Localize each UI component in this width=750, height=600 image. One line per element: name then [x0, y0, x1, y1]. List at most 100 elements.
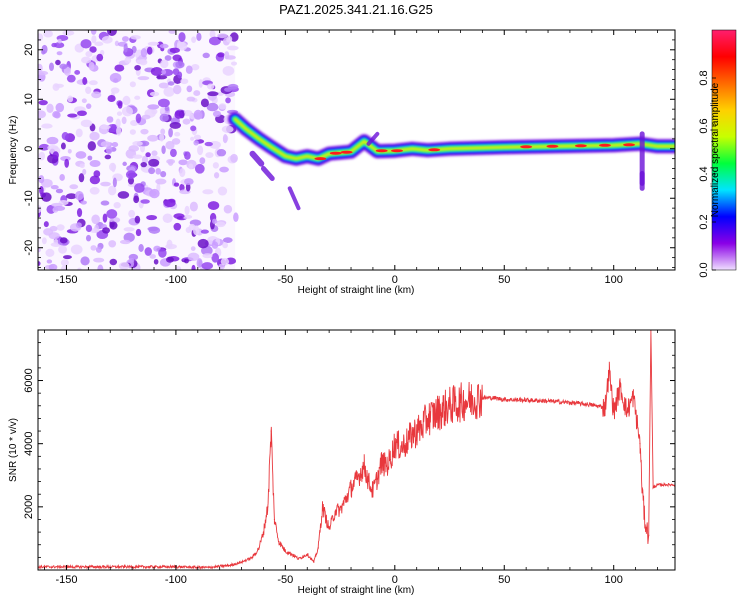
- spectrogram-noise-blob: [43, 221, 49, 228]
- spectrogram-noise-blob: [148, 158, 160, 167]
- snr-data-point: [350, 487, 352, 489]
- snr-data-point: [258, 547, 260, 549]
- spectrogram-y-tick-label: 10: [23, 93, 35, 105]
- spectrogram-noise-blob: [230, 61, 238, 66]
- snr-data-point: [656, 484, 659, 486]
- spectrogram-ridge-peak: [598, 143, 611, 147]
- spectrogram-noise-blob: [128, 145, 140, 152]
- spectrogram-ridge-peak: [428, 148, 441, 152]
- spectrogram-noise-blob: [121, 116, 127, 125]
- spectrogram-noise-blob: [173, 84, 182, 95]
- spectrogram-noise-blob: [150, 67, 163, 76]
- spectrogram-noise-blob: [222, 237, 233, 244]
- spectrogram-noise-blob: [186, 85, 193, 93]
- spectrogram-noise-blob: [50, 185, 59, 190]
- spectrogram-noise-blob: [147, 104, 160, 110]
- snr-data-point: [356, 477, 359, 480]
- spectrogram-noise-blob: [167, 81, 175, 86]
- spectrogram-noise-blob: [233, 212, 239, 223]
- snr-data-point: [448, 405, 451, 407]
- spectrogram-noise-blob: [121, 36, 129, 42]
- spectrogram-noise-blob: [155, 178, 167, 185]
- spectrogram-noise-blob: [107, 30, 117, 36]
- spectrogram-noise-blob: [89, 175, 101, 185]
- spectrogram-noise-blob: [209, 30, 216, 38]
- spectrogram-noise-blob: [63, 66, 71, 76]
- spectrogram-noise-blob: [184, 178, 194, 186]
- spectrogram-noise-blob: [38, 33, 44, 42]
- spectrogram-noise-blob: [109, 162, 117, 172]
- spectrogram-y-tick-label: 0: [23, 146, 35, 152]
- spectrogram-noise-blob: [146, 46, 153, 55]
- spectrogram-noise-blob: [81, 56, 92, 64]
- spectrogram-noise-blob: [147, 226, 159, 232]
- spectrogram-noise-blob: [221, 125, 234, 133]
- spectrogram-noise-blob: [174, 131, 181, 137]
- snr-series-line: [38, 330, 675, 570]
- spectrogram-ridge-peak: [574, 144, 587, 148]
- spectrogram-noise-blob: [80, 200, 87, 205]
- spectrogram-noise-blob: [38, 151, 46, 161]
- snr-data-point: [437, 411, 440, 413]
- spectrogram-noise-blob: [119, 239, 131, 245]
- spectrogram-noise-blob: [212, 162, 219, 169]
- snr-x-axis: -150 -100 -50 0 50 100: [44, 330, 658, 586]
- spectrogram-noise-blob: [57, 38, 62, 44]
- spectrogram-noise-blob: [41, 123, 53, 129]
- snr-data-point: [400, 446, 402, 448]
- snr-data-point: [459, 402, 462, 404]
- snr-data-point: [317, 547, 319, 549]
- spectrogram-noise-blob: [191, 64, 200, 71]
- spectrogram-noise-blob: [89, 131, 100, 141]
- spectrogram-noise-blob: [61, 265, 68, 270]
- spectrogram-noise-blob: [107, 185, 117, 196]
- spectrogram-noise-blob: [67, 113, 78, 118]
- spectrogram-noise-blob: [82, 77, 88, 85]
- spectrogram-noise-blob: [163, 199, 176, 208]
- snr-data-point: [313, 561, 315, 563]
- spectrogram-noise-blob: [158, 82, 169, 89]
- spectrogram-x-tick-label: 50: [498, 274, 510, 286]
- spectrogram-noise-blob: [189, 201, 198, 212]
- spectrogram-noise-blob: [216, 149, 227, 157]
- spectrogram-noise-blob: [90, 30, 97, 35]
- spectrogram-y-tick-label: -20: [23, 240, 35, 256]
- spectrogram-noise-blob: [205, 152, 214, 158]
- spectrogram-noise-blob: [55, 59, 61, 66]
- snr-data-point: [389, 458, 392, 461]
- spectrogram-noise-blob: [174, 110, 183, 119]
- spectrogram-noise-blob: [107, 95, 116, 103]
- spectrogram-noise-blob: [206, 102, 219, 112]
- spectrogram-y-tick-label: 20: [23, 44, 35, 56]
- spectrogram-y-axis-label: Frequency (Hz): [8, 116, 19, 185]
- spectrogram-noise-blob: [49, 225, 58, 232]
- spectrogram-noise-blob: [220, 257, 230, 266]
- snr-x-tick-label: 0: [392, 574, 398, 586]
- snr-y-tick-label: 4000: [23, 431, 35, 455]
- spectrogram-noise-blob: [95, 246, 102, 253]
- spectrogram-noise-blob: [100, 181, 111, 187]
- spectrogram-noise-blob: [169, 148, 177, 158]
- snr-data-point: [367, 480, 370, 483]
- spectrogram-noise-blob: [163, 86, 175, 97]
- spectrogram-noise-blob: [125, 170, 137, 179]
- colorbar-tick-label: 0.8: [698, 70, 710, 85]
- spectrogram-noise-blob: [75, 222, 82, 229]
- spectrogram-noise-blob: [85, 234, 92, 242]
- spectrogram-noise-blob: [182, 214, 193, 219]
- spectrogram-noise-blob: [100, 124, 111, 130]
- spectrogram-noise-blob: [186, 96, 196, 102]
- spectrogram-noise-blob: [139, 59, 148, 66]
- spectrogram-noise-blob: [193, 134, 202, 140]
- snr-data-point: [230, 564, 232, 566]
- spectrogram-noise-blob: [223, 204, 233, 214]
- spectrogram-x-axis-label: Height of straight line (km): [298, 285, 415, 296]
- snr-data-point: [645, 528, 648, 530]
- spectrogram-noise-blob: [179, 183, 185, 192]
- spectrogram-noise-blob: [157, 98, 170, 108]
- spectrogram-noise-blob: [43, 30, 53, 38]
- spectrogram-noise-blob: [193, 90, 201, 97]
- snr-panel: -150 -100 -50 0 50 100 2000 4000 6000 Height of…: [8, 329, 676, 596]
- spectrogram-noise-blob: [173, 182, 180, 187]
- snr-data-point: [608, 370, 610, 372]
